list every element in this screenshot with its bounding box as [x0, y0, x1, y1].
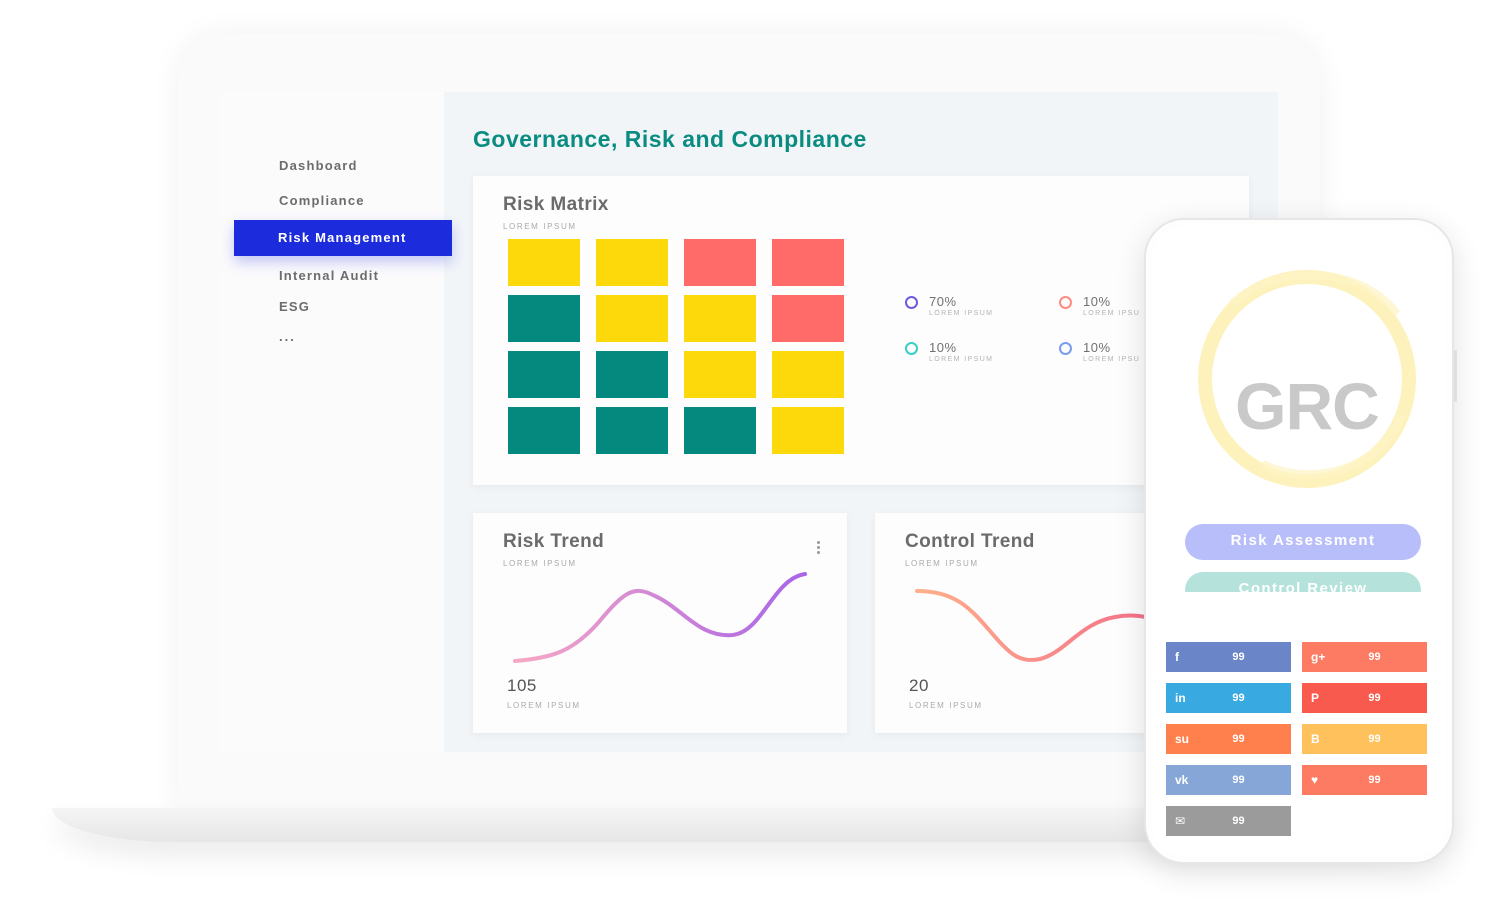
blogger-share-button[interactable]: B 99 — [1302, 724, 1427, 754]
sidebar: Dashboard Compliance Risk Management Int… — [220, 92, 452, 752]
vk-icon: vk — [1175, 773, 1189, 787]
risk-matrix-subtitle: LOREM IPSUM — [503, 222, 577, 231]
risk-matrix-cell[interactable] — [684, 407, 756, 454]
legend-value: 10% — [1083, 340, 1111, 355]
risk-trend-title: Risk Trend — [503, 531, 605, 552]
risk-trend-subtitle: LOREM IPSUM — [503, 559, 577, 568]
legend-label: LOREM IPSU — [1083, 310, 1141, 317]
risk-matrix-cell[interactable] — [596, 351, 668, 398]
risk-assessment-button[interactable]: Risk Assessment — [1185, 524, 1421, 560]
control-trend-value: 20 — [909, 676, 929, 695]
blogger-icon: B — [1311, 732, 1320, 746]
risk-matrix-cell[interactable] — [596, 407, 668, 454]
share-count: 99 — [1368, 733, 1381, 745]
risk-matrix-cell[interactable] — [508, 295, 580, 342]
risk-matrix-cell[interactable] — [772, 239, 844, 286]
control-trend-subtitle: LOREM IPSUM — [905, 559, 979, 568]
risk-matrix-cell[interactable] — [772, 407, 844, 454]
legend-label: LOREM IPSUM — [929, 356, 994, 363]
risk-matrix-cell[interactable] — [508, 239, 580, 286]
pinterest-share-button[interactable]: P 99 — [1302, 683, 1427, 713]
facebook-icon: f — [1175, 650, 1179, 664]
risk-matrix-cell[interactable] — [596, 295, 668, 342]
risk-trend-value-label: LOREM IPSUM — [507, 701, 581, 710]
legend-ring-icon — [1059, 342, 1072, 355]
risk-matrix-title: Risk Matrix — [503, 194, 609, 215]
heart-icon: ♥ — [1311, 773, 1319, 787]
share-count: 99 — [1232, 815, 1245, 827]
google-plus-icon: g+ — [1311, 650, 1326, 664]
sidebar-item-risk-management[interactable]: Risk Management — [234, 220, 452, 256]
risk-matrix-cell[interactable] — [684, 351, 756, 398]
risk-matrix-cell[interactable] — [684, 295, 756, 342]
more-options-icon[interactable] — [817, 541, 821, 556]
legend-value: 10% — [1083, 294, 1111, 309]
heart-share-button[interactable]: ♥ 99 — [1302, 765, 1427, 795]
facebook-share-button[interactable]: f 99 — [1166, 642, 1291, 672]
legend-ring-icon — [905, 296, 918, 309]
risk-matrix-cell[interactable] — [772, 351, 844, 398]
risk-matrix-cell[interactable] — [596, 239, 668, 286]
control-trend-title: Control Trend — [905, 531, 1035, 552]
share-count: 99 — [1232, 651, 1245, 663]
legend-label: LOREM IPSUM — [929, 310, 994, 317]
share-count: 99 — [1232, 774, 1245, 786]
laptop-screen: Dashboard Compliance Risk Management Int… — [220, 92, 1278, 752]
legend-value: 70% — [929, 294, 957, 309]
risk-matrix-cell[interactable] — [772, 295, 844, 342]
risk-trend-card: Risk Trend LOREM IPSUM 105 LOREM IPSUM — [473, 513, 847, 733]
share-panel: f 99 g+ 99 in 99 P 99 su 99 B 99 vk 99 ♥ 99 ✉ 99 — [1152, 592, 1446, 856]
legend-value: 10% — [929, 340, 957, 355]
grc-brush-ring-icon — [1198, 270, 1416, 488]
linkedin-icon: in — [1175, 691, 1186, 705]
risk-trend-value: 105 — [507, 676, 537, 695]
google-plus-share-button[interactable]: g+ 99 — [1302, 642, 1427, 672]
legend-ring-icon — [1059, 296, 1072, 309]
share-count: 99 — [1232, 733, 1245, 745]
phone-side-button — [1453, 350, 1457, 402]
risk-matrix-cell[interactable] — [684, 239, 756, 286]
vk-share-button[interactable]: vk 99 — [1166, 765, 1291, 795]
risk-matrix-grid — [508, 239, 848, 457]
page-title: Governance, Risk and Compliance — [473, 126, 867, 152]
phone-device: GRC Risk Assessment Control Review f 99 g+… — [1144, 218, 1454, 864]
phone-screen: GRC Risk Assessment Control Review f 99 g+… — [1152, 226, 1446, 856]
linkedin-share-button[interactable]: in 99 — [1166, 683, 1291, 713]
share-count: 99 — [1232, 692, 1245, 704]
control-trend-value-label: LOREM IPSUM — [909, 701, 983, 710]
risk-matrix-card: Risk Matrix LOREM IPSUM 70% LOREM IPSUM … — [473, 176, 1249, 485]
stumbleupon-icon: su — [1175, 732, 1190, 746]
sidebar-item-dashboard[interactable]: Dashboard — [279, 158, 358, 173]
share-count: 99 — [1368, 692, 1381, 704]
legend-ring-icon — [905, 342, 918, 355]
email-share-button[interactable]: ✉ 99 — [1166, 806, 1291, 836]
risk-trend-line — [513, 572, 807, 663]
risk-matrix-cell[interactable] — [508, 351, 580, 398]
email-icon: ✉ — [1175, 814, 1186, 828]
sidebar-item-internal-audit[interactable]: Internal Audit — [279, 268, 380, 283]
stumbleupon-share-button[interactable]: su 99 — [1166, 724, 1291, 754]
share-count: 99 — [1368, 774, 1381, 786]
sidebar-item-esg[interactable]: ESG — [279, 299, 311, 314]
sidebar-item-more[interactable]: ... — [279, 329, 296, 344]
grc-logo-text: GRC — [1235, 369, 1380, 443]
grc-logo: GRC — [1192, 264, 1422, 494]
control-trend-line — [915, 589, 1167, 662]
pinterest-icon: P — [1311, 691, 1320, 705]
sidebar-item-compliance[interactable]: Compliance — [279, 193, 365, 208]
share-count: 99 — [1368, 651, 1381, 663]
risk-matrix-cell[interactable] — [508, 407, 580, 454]
legend-label: LOREM IPSU — [1083, 356, 1141, 363]
